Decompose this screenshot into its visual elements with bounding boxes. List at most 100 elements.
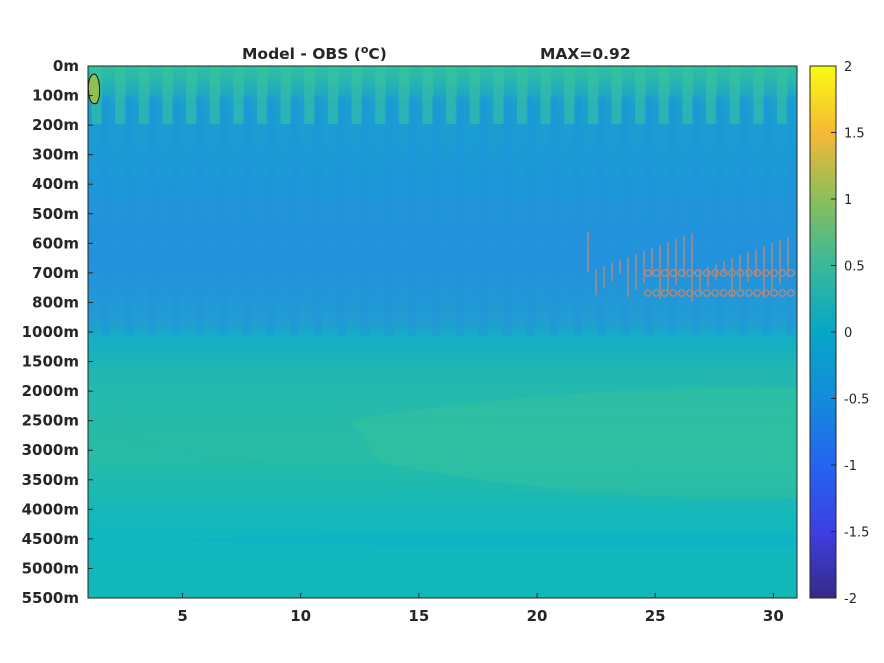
contour-noise-loop (702, 289, 711, 297)
surface-stripe (446, 66, 457, 124)
contour-noise-loop (652, 289, 661, 297)
subsurface-stripe (266, 96, 275, 336)
colorbar-tick-label: -0.5 (844, 393, 869, 408)
y-tick-label: 500m (32, 205, 79, 223)
max-label: MAX=0.92 (540, 45, 631, 63)
surface-stripe (516, 66, 528, 124)
subsurface-stripe (762, 96, 772, 336)
contour-noise-loop (778, 269, 787, 277)
y-tick-label: 0m (53, 57, 79, 75)
colorbar-tick-label: 0.5 (844, 260, 865, 275)
surface-stripe (209, 66, 221, 124)
surface-stripe (706, 66, 717, 124)
subsurface-stripe (290, 96, 299, 336)
subsurface-stripe (644, 96, 653, 336)
y-tick-label: 2000m (22, 382, 79, 400)
surface-stripe (233, 66, 244, 124)
subsurface-stripe (526, 96, 535, 336)
subsurface-stripe (148, 96, 157, 336)
subsurface-stripe (431, 96, 441, 336)
y-tick-label: 200m (32, 116, 79, 134)
x-tick-label: 20 (527, 607, 548, 625)
surface-stripes (91, 66, 795, 336)
y-tick-label: 1000m (22, 323, 79, 341)
subsurface-stripe (124, 96, 133, 336)
surface-stripe (469, 66, 481, 124)
x-tick-label: 30 (763, 607, 784, 625)
contour-noise-loop (728, 289, 736, 297)
surface-stripe (115, 66, 126, 124)
max-contour (88, 73, 101, 105)
contour-noise-loop (669, 289, 678, 297)
contour-noise-loop (719, 269, 728, 277)
subsurface-stripe (242, 96, 252, 336)
contour-noise-loop (652, 269, 661, 277)
x-tick-label: 5 (177, 607, 187, 625)
surface-stripe (351, 66, 363, 124)
y-tick-label: 2500m (22, 412, 79, 430)
subsurface-stripe (550, 96, 559, 336)
contour-noise-loop (744, 269, 753, 277)
surface-stripe (280, 66, 292, 124)
colorbar-tick-label: 0 (844, 326, 852, 341)
surface-stripe (776, 66, 788, 124)
subsurface-stripe (573, 96, 582, 336)
surface-stripe (162, 66, 174, 124)
y-tick-label: 100m (32, 87, 79, 105)
subsurface-stripe (715, 96, 724, 336)
surface-stripe (753, 66, 764, 124)
y-tick-label: 5000m (22, 559, 79, 577)
surface-stripe (422, 66, 434, 124)
colorbar-tick-label: 1 (844, 193, 852, 208)
surface-stripe (540, 66, 552, 124)
contour-noise-loop (677, 269, 686, 277)
contour-noise-loop (644, 289, 652, 297)
y-axis: 0m 100m 200m 300m 400m 500m 600m 700m 800m 1000m 1… (22, 57, 93, 607)
y-tick-label: 3000m (22, 441, 79, 459)
contour-noise-loop (761, 289, 770, 297)
contour-noise-loop (744, 289, 753, 297)
colorbar-tick-label: -1 (844, 459, 857, 474)
colorbar-tick-label: 1.5 (844, 127, 865, 142)
x-tick-label: 25 (645, 607, 666, 625)
contour-noise-loop (694, 289, 703, 297)
subsurface-stripe (479, 96, 488, 336)
surface-stripe (493, 66, 504, 124)
contour-noise-loop (677, 289, 686, 297)
surface-stripe (729, 66, 741, 124)
y-tick-label: 600m (32, 234, 79, 252)
subsurface-stripe (337, 96, 346, 336)
title-unit: C) (368, 45, 386, 63)
surface-stripe (327, 66, 339, 124)
surface-stripe (398, 66, 410, 124)
title-degree-sup: o (361, 43, 369, 56)
y-tick-label: 1500m (22, 353, 79, 371)
surface-stripe (587, 66, 599, 124)
surface-stripe (564, 66, 575, 124)
subsurface-stripe (668, 96, 677, 336)
heatmap-area (88, 66, 797, 598)
colorbar-ticks: 2 1.5 1 0.5 0 -0.5 -1 -1.5 -2 (831, 60, 869, 607)
y-tick-label: 800m (32, 293, 79, 311)
contour-noise-loop (669, 269, 678, 277)
surface-stripe (635, 66, 646, 124)
surface-stripe (304, 66, 315, 124)
surface-stripe (256, 66, 268, 124)
cool-abyssal-band (175, 531, 797, 549)
warm-deep-band (350, 387, 797, 499)
contour-noise-loop (644, 269, 652, 277)
contour-noise-loop (660, 289, 669, 297)
title-text: Model - OBS ( (242, 45, 361, 63)
surface-stripe (682, 66, 694, 124)
contour-noise-loop (753, 289, 762, 297)
contour-noise-loop (753, 269, 762, 277)
surface-stripe (138, 66, 150, 124)
contour-noise-loop (686, 289, 694, 297)
subsurface-stripe (360, 96, 370, 336)
colorbar-tick-label: -2 (844, 592, 857, 607)
contour-noise-loop (728, 269, 736, 277)
surface-stripe (186, 66, 197, 124)
subsurface-stripe (171, 96, 181, 336)
chart-title: Model - OBS (oC) (242, 43, 387, 63)
contour-noise-loop (711, 269, 720, 277)
